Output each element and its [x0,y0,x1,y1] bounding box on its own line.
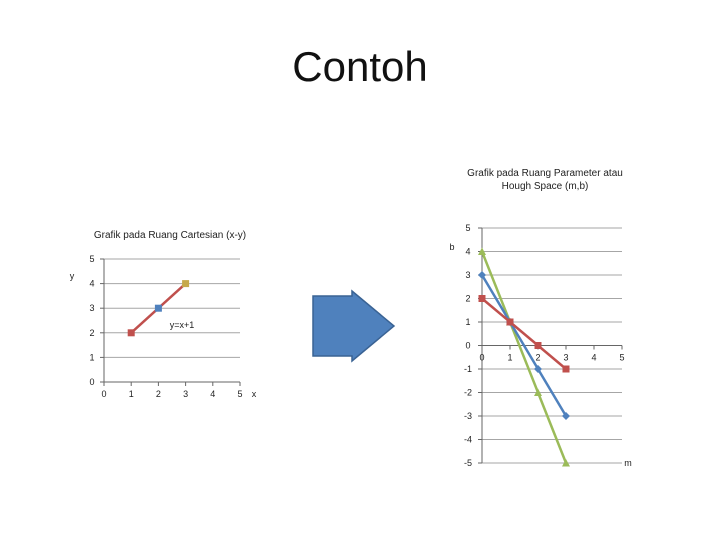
data-point [534,342,542,349]
y-tick-label: 5 [465,223,470,233]
x-tick-label: 3 [183,389,188,399]
data-point [478,247,486,255]
cartesian-chart-title: Grafik pada Ruang Cartesian (x-y) [94,230,246,241]
x-axis-label: m [624,458,632,468]
x-tick-label: 1 [129,389,134,399]
data-point [534,388,542,396]
cartesian-chart: Grafik pada Ruang Cartesian (x-y) y x 0 1 2 3 4… [70,230,257,399]
y-tick-label: 2 [465,294,470,304]
series-line [480,251,568,464]
data-point [562,459,570,467]
data-point [562,412,570,420]
y-tick-label: -3 [464,411,472,421]
x-tick-label: 0 [479,353,484,363]
y-axis-label: b [449,242,454,252]
x-tick-label: 4 [591,353,596,363]
y-tick-label: -1 [464,364,472,374]
y-tick-label: 0 [465,341,470,351]
y-tick-label: -5 [464,458,472,468]
y-tick-label: 3 [89,303,94,313]
data-point [534,365,542,373]
slide-title: Contoh [292,43,428,90]
y-tick-label: 1 [89,352,94,362]
x-tick-label: 4 [210,389,215,399]
y-tick-label: 5 [89,254,94,264]
y-tick-label: 4 [89,279,94,289]
y-tick-label: 3 [465,270,470,280]
data-point [127,329,135,337]
hough-chart-title-line2: Hough Space (m,b) [502,181,589,192]
hough-space-chart: Grafik pada Ruang Parameter atau Hough Sp… [449,168,631,468]
y-axis-label: y [70,271,75,281]
x-axis-label: x [252,389,257,399]
x-tick-label: 2 [156,389,161,399]
data-point [182,280,190,288]
x-tick-label: 1 [507,353,512,363]
data-point [478,295,486,302]
y-tick-label: 4 [465,247,470,257]
y-tick-label: -4 [464,435,472,445]
equation-annotation: y=x+1 [170,320,195,330]
x-tick-label: 5 [619,353,624,363]
transform-arrow [312,289,396,363]
x-tick-label: 3 [563,353,568,363]
y-tick-label: 1 [465,317,470,327]
x-tick-label: 5 [237,389,242,399]
data-point [154,304,162,312]
series-line [481,297,567,370]
data-point [562,365,570,373]
data-point [506,318,514,326]
y-tick-label: 0 [89,377,94,387]
hough-chart-title-line1: Grafik pada Ruang Parameter atau [467,168,623,179]
data-point [478,271,486,279]
x-tick-label: 0 [101,389,106,399]
y-tick-label: -2 [464,388,472,398]
x-tick-label: 2 [535,353,540,363]
series-line [480,274,568,417]
y-tick-label: 2 [89,328,94,338]
